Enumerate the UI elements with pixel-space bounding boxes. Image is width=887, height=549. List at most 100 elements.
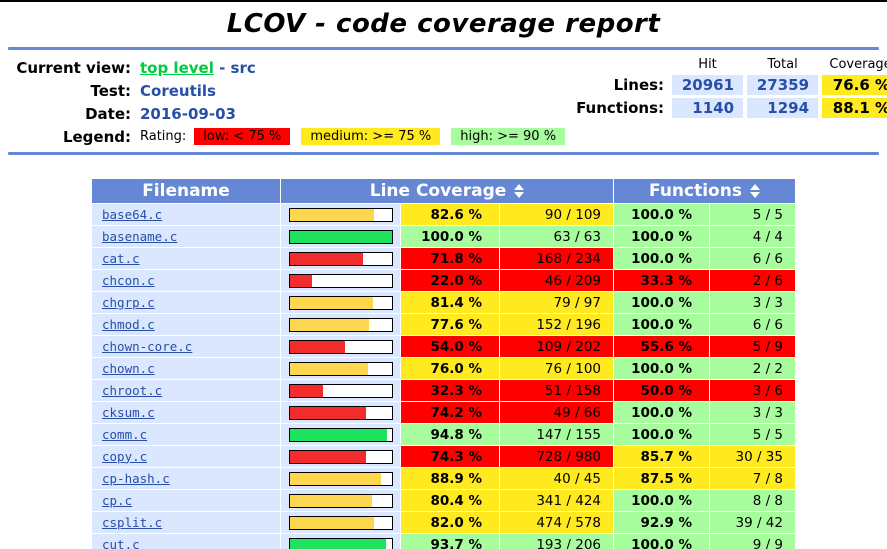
summary-col-total: Total (767, 57, 798, 72)
func-pct-cell: 100.0 % (614, 248, 709, 269)
coverage-bar-cell (281, 248, 400, 269)
func-ratio-cell: 3 / 6 (710, 380, 795, 401)
line-ratio-cell: 79 / 97 (500, 292, 613, 313)
coverage-bar (289, 251, 393, 266)
summary-col-coverage: Coverage (829, 57, 887, 72)
filename-link[interactable]: chroot.c (102, 382, 163, 398)
filename-cell: base64.c (92, 204, 280, 225)
lines-label: Lines: (613, 76, 665, 94)
coverage-bar (289, 383, 393, 398)
line-ratio-cell: 193 / 206 (500, 534, 613, 549)
filename-cell: cp-hash.c (92, 468, 280, 489)
page-title: LCOV - code coverage report (226, 9, 661, 39)
coverage-bar-cell (281, 204, 400, 225)
line-pct-cell: 82.0 % (401, 512, 499, 533)
filename-cell: basename.c (92, 226, 280, 247)
func-ratio-cell: 5 / 9 (710, 336, 795, 357)
coverage-bar (289, 537, 393, 549)
filename-cell: cat.c (92, 248, 280, 269)
coverage-bar-fill (290, 428, 387, 441)
test-value: Coreutils (140, 81, 216, 100)
line-ratio-cell: 168 / 234 (500, 248, 613, 269)
coverage-bar (289, 361, 393, 376)
header-left: Current view: top level - src Test: Core… (8, 56, 576, 148)
coverage-bar-cell (281, 270, 400, 291)
current-view-label: Current view: (16, 58, 131, 77)
filename-link[interactable]: cp.c (102, 492, 133, 508)
filename-link[interactable]: cut.c (102, 536, 140, 549)
sort-icon (749, 184, 760, 198)
filename-cell: csplit.c (92, 512, 280, 533)
filename-cell: chmod.c (92, 314, 280, 335)
filename-link[interactable]: chcon.c (102, 272, 155, 288)
func-ratio-cell: 9 / 9 (710, 534, 795, 549)
coverage-table-body: base64.c 82.6 % 90 / 109 100.0 % 5 / 5 basena… (92, 204, 795, 549)
func-pct-cell: 100.0 % (614, 358, 709, 379)
table-row: chgrp.c 81.4 % 79 / 97 100.0 % 3 / 3 (92, 292, 795, 313)
coverage-table: Filename Line Coverage Functions base64.… (91, 178, 796, 549)
filename-link[interactable]: basename.c (102, 228, 178, 244)
coverage-bar (289, 405, 393, 420)
filename-cell: copy.c (92, 446, 280, 467)
line-pct-cell: 100.0 % (401, 226, 499, 247)
func-pct-cell: 100.0 % (614, 204, 709, 225)
sort-icon (514, 184, 525, 198)
table-header-row: Filename Line Coverage Functions (92, 179, 795, 203)
line-coverage-column-header[interactable]: Line Coverage (281, 179, 613, 203)
coverage-bar-fill (290, 450, 366, 463)
current-view-value: top level - src (140, 59, 256, 77)
filename-link[interactable]: cksum.c (102, 404, 155, 420)
top-level-link[interactable]: top level (140, 58, 214, 77)
functions-column-header[interactable]: Functions (614, 179, 795, 203)
filename-link[interactable]: chmod.c (102, 316, 155, 332)
filename-link[interactable]: chown.c (102, 360, 155, 376)
filename-link[interactable]: comm.c (102, 426, 148, 442)
func-pct-cell: 87.5 % (614, 468, 709, 489)
current-view-current: src (230, 58, 256, 77)
line-ratio-cell: 46 / 209 (500, 270, 613, 291)
func-ratio-cell: 6 / 6 (710, 314, 795, 335)
filename-link[interactable]: csplit.c (102, 514, 163, 530)
filename-link[interactable]: chown-core.c (102, 338, 193, 354)
filename-link[interactable]: chgrp.c (102, 294, 155, 310)
coverage-bar (289, 515, 393, 530)
coverage-bar-cell (281, 468, 400, 489)
line-ratio-cell: 49 / 66 (500, 402, 613, 423)
legend-label: Legend: (62, 127, 131, 146)
coverage-bar-cell (281, 446, 400, 467)
table-row: basename.c 100.0 % 63 / 63 100.0 % 4 / 4 (92, 226, 795, 247)
filename-cell: cp.c (92, 490, 280, 511)
func-pct-cell: 100.0 % (614, 226, 709, 247)
line-ratio-cell: 90 / 109 (500, 204, 613, 225)
header-summary: Hit Total Coverage Lines: 20961 27359 76… (576, 56, 887, 148)
line-pct-cell: 93.7 % (401, 534, 499, 549)
test-label: Test: (90, 81, 131, 100)
table-row: copy.c 74.3 % 728 / 980 85.7 % 30 / 35 (92, 446, 795, 467)
filename-link[interactable]: cat.c (102, 250, 140, 266)
coverage-bar-fill (290, 384, 323, 397)
filename-cell: chgrp.c (92, 292, 280, 313)
func-pct-cell: 100.0 % (614, 534, 709, 549)
coverage-bar (289, 427, 393, 442)
line-ratio-cell: 109 / 202 (500, 336, 613, 357)
coverage-bar-fill (290, 230, 392, 243)
coverage-bar-cell (281, 336, 400, 357)
func-pct-cell: 92.9 % (614, 512, 709, 533)
coverage-bar (289, 449, 393, 464)
table-row: cp-hash.c 88.9 % 40 / 45 87.5 % 7 / 8 (92, 468, 795, 489)
line-pct-cell: 81.4 % (401, 292, 499, 313)
line-ratio-cell: 728 / 980 (500, 446, 613, 467)
filename-cell: chroot.c (92, 380, 280, 401)
coverage-bar-fill (290, 538, 386, 549)
coverage-bar (289, 273, 393, 288)
func-pct-cell: 100.0 % (614, 424, 709, 445)
current-view-row: Current view: top level - src (8, 56, 576, 79)
func-pct-cell: 100.0 % (614, 292, 709, 313)
header-info: Current view: top level - src Test: Core… (0, 50, 887, 152)
line-pct-cell: 82.6 % (401, 204, 499, 225)
summary-col-hit: Hit (698, 57, 717, 72)
filename-link[interactable]: copy.c (102, 448, 148, 464)
func-ratio-cell: 5 / 5 (710, 204, 795, 225)
filename-link[interactable]: cp-hash.c (102, 470, 170, 486)
filename-link[interactable]: base64.c (102, 206, 163, 222)
